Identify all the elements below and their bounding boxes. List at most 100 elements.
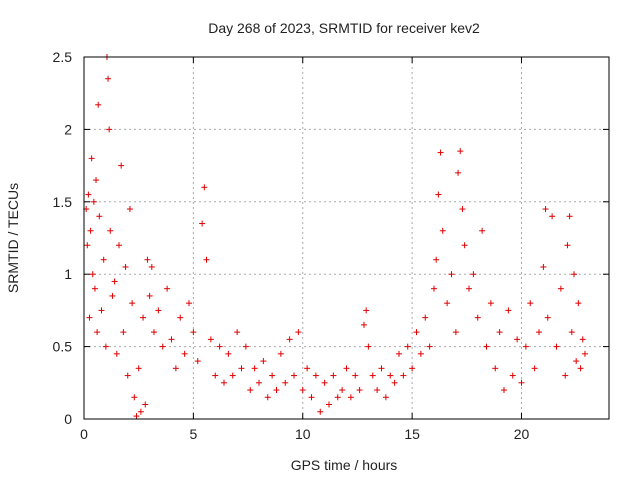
data-point — [256, 379, 262, 386]
data-point — [277, 350, 284, 357]
y-tick-label: 1.5 — [53, 194, 73, 210]
data-point — [579, 336, 586, 343]
y-tick-label: 1 — [64, 266, 72, 282]
data-point — [164, 285, 171, 292]
data-point — [409, 365, 416, 372]
data-point — [544, 314, 551, 321]
data-point — [321, 379, 328, 386]
data-point — [531, 365, 538, 372]
data-point — [264, 394, 271, 401]
data-point — [487, 300, 494, 307]
data-point — [225, 350, 232, 357]
data-point — [461, 242, 468, 249]
data-point — [492, 365, 499, 372]
data-point — [286, 336, 293, 343]
data-point — [479, 227, 486, 234]
data-point — [118, 162, 125, 169]
data-point — [95, 101, 102, 108]
data-point — [505, 307, 512, 314]
data-point — [317, 408, 324, 415]
data-point — [518, 379, 525, 386]
x-tick-label: 20 — [514, 426, 530, 442]
data-point — [522, 343, 529, 350]
data-point — [404, 343, 411, 350]
data-point — [536, 329, 542, 336]
data-point — [120, 329, 127, 336]
data-point — [86, 314, 93, 321]
data-point — [575, 300, 582, 307]
x-tick-label: 15 — [404, 426, 420, 442]
data-point — [391, 379, 398, 386]
data-point — [295, 329, 302, 336]
data-point — [269, 372, 276, 379]
data-point — [129, 300, 136, 307]
data-point — [573, 358, 580, 365]
data-point — [577, 365, 584, 372]
data-point — [365, 343, 372, 350]
data-point — [455, 169, 462, 176]
data-point — [422, 314, 429, 321]
data-point — [387, 372, 394, 379]
data-point — [343, 365, 350, 372]
data-point — [190, 329, 197, 336]
data-points — [83, 54, 588, 420]
data-point — [229, 372, 236, 379]
x-tick-label: 10 — [295, 426, 311, 442]
data-point — [459, 206, 466, 213]
data-point — [304, 365, 311, 372]
data-point — [564, 242, 571, 249]
y-tick-label: 0 — [64, 411, 72, 427]
data-point — [116, 242, 122, 249]
data-point — [122, 263, 129, 270]
data-point — [435, 191, 442, 198]
data-point — [146, 292, 153, 299]
data-point — [102, 343, 109, 350]
data-point — [90, 198, 97, 205]
data-point — [247, 387, 254, 394]
data-point — [439, 227, 446, 234]
data-point — [201, 184, 208, 191]
data-point — [501, 387, 507, 394]
x-tick-labels: 0 5 10 15 20 — [80, 426, 529, 442]
data-point — [234, 329, 241, 336]
data-point — [549, 213, 556, 220]
data-point — [470, 271, 477, 278]
data-point — [509, 372, 516, 379]
data-point — [291, 372, 297, 379]
data-point — [466, 285, 472, 292]
data-point — [282, 379, 289, 386]
data-point — [212, 372, 219, 379]
data-point — [334, 394, 341, 401]
data-point — [369, 372, 376, 379]
grid-lines — [84, 57, 609, 419]
data-point — [312, 372, 319, 379]
data-point — [251, 365, 258, 372]
data-point — [221, 379, 227, 386]
data-point — [566, 213, 573, 220]
data-point — [433, 256, 440, 263]
data-point — [177, 314, 184, 321]
x-axis-label: GPS time / hours — [291, 457, 398, 473]
data-point — [100, 256, 107, 263]
data-point — [126, 206, 133, 213]
data-point — [474, 314, 481, 321]
x-tick-label: 0 — [80, 426, 88, 442]
data-point — [514, 336, 521, 343]
data-point — [144, 256, 151, 263]
data-point — [260, 358, 267, 365]
data-point — [242, 343, 249, 350]
data-point — [87, 227, 94, 234]
data-point — [378, 365, 385, 372]
data-point — [131, 394, 138, 401]
data-point — [181, 350, 188, 357]
data-point — [542, 206, 549, 213]
data-point — [457, 148, 464, 155]
data-point — [417, 350, 424, 357]
data-point — [299, 387, 306, 394]
data-point — [203, 256, 210, 263]
data-point — [207, 336, 214, 343]
axis-ticks — [83, 56, 609, 420]
data-point — [113, 350, 120, 357]
data-point — [568, 329, 575, 336]
